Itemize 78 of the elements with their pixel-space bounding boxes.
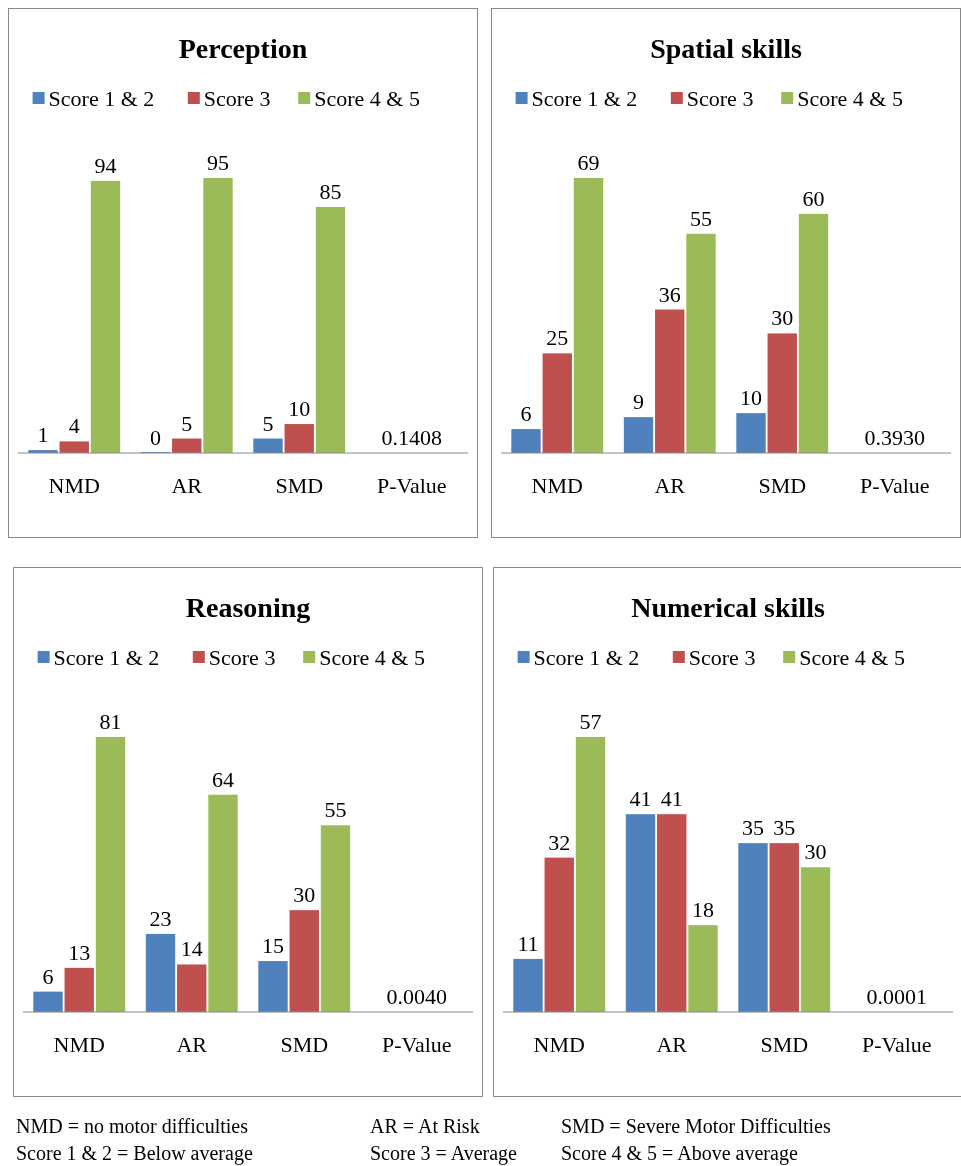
data-label: 41 — [629, 786, 652, 812]
x-tick-label: AR — [656, 1032, 688, 1057]
x-tick-label: SMD — [760, 1032, 809, 1057]
data-label: 30 — [293, 882, 316, 908]
data-label: 10 — [740, 385, 762, 411]
data-label: 60 — [802, 185, 825, 211]
x-tick-label: P-Value — [381, 1032, 452, 1057]
data-label: 32 — [548, 829, 571, 855]
x-tick-label: NMD — [533, 1032, 585, 1057]
data-label: 5 — [262, 410, 274, 436]
data-label: 10 — [288, 396, 311, 422]
legend-label: Score 4 & 5 — [314, 86, 420, 111]
data-label: 55 — [324, 797, 347, 823]
x-tick-label: P-Value — [859, 473, 930, 498]
data-label: 57 — [579, 709, 602, 734]
data-label: 23 — [149, 905, 172, 931]
annotation: 0.3930 — [864, 425, 925, 450]
legend-label: Score 1 & 2 — [531, 86, 638, 111]
chart-title: Perception — [178, 33, 308, 64]
text: Score 4 & 5 = Above average — [561, 1142, 798, 1165]
x-tick-label: NMD — [531, 473, 583, 498]
x-tick-label: NMD — [48, 473, 100, 498]
data-label: 4 — [68, 413, 80, 439]
data-label: 35 — [773, 815, 796, 841]
data-label: 30 — [804, 839, 827, 865]
annotation: 0.1408 — [381, 425, 442, 450]
data-label: 1 — [37, 422, 49, 448]
chart-title: Spatial skills — [650, 33, 802, 64]
data-label: 13 — [68, 939, 91, 965]
legend-label: Score 3 — [203, 86, 271, 111]
chart-title: Reasoning — [185, 592, 311, 623]
data-label: 41 — [660, 786, 683, 812]
x-tick-label: NMD — [53, 1032, 105, 1057]
legend-label: Score 1 & 2 — [48, 86, 155, 111]
data-label: 36 — [658, 281, 681, 307]
legend-label: Score 3 — [208, 645, 276, 670]
legend-label: Score 4 & 5 — [797, 86, 903, 111]
text: NMD = no motor difficulties — [16, 1115, 249, 1137]
x-tick-label: SMD — [758, 473, 807, 498]
annotation: 0.0001 — [866, 984, 927, 1009]
x-tick-label: AR — [176, 1032, 208, 1057]
data-label: 6 — [42, 963, 54, 989]
data-label: 94 — [94, 152, 117, 178]
x-tick-label: SMD — [275, 473, 324, 498]
data-label: 25 — [546, 325, 569, 351]
data-label: 15 — [262, 933, 284, 959]
data-label: 0 — [150, 425, 161, 450]
legend-label: Score 4 & 5 — [799, 645, 905, 670]
legend-label: Score 3 — [688, 645, 756, 670]
text: Score 3 = Average — [370, 1142, 518, 1165]
data-label: 5 — [181, 410, 193, 436]
legend-label: Score 1 & 2 — [533, 645, 640, 670]
data-label: 55 — [690, 205, 712, 231]
x-tick-label: P-Value — [376, 473, 447, 498]
data-label: 30 — [771, 305, 794, 331]
legend-label: Score 3 — [686, 86, 754, 111]
annotation: 0.0040 — [386, 984, 447, 1009]
x-tick-label: P-Value — [861, 1032, 932, 1057]
data-label: 85 — [319, 178, 342, 204]
data-label: 6 — [520, 401, 532, 427]
data-label: 9 — [633, 389, 644, 415]
text: Score 1 & 2 = Below average — [16, 1142, 253, 1165]
x-tick-label: AR — [171, 473, 203, 498]
data-label: 14 — [180, 936, 203, 962]
data-label: 11 — [517, 930, 539, 956]
text: SMD = Severe Motor Difficulties — [561, 1115, 831, 1137]
data-label: 35 — [742, 815, 764, 841]
data-label: 69 — [577, 150, 600, 175]
x-tick-label: SMD — [280, 1032, 329, 1057]
data-label: 18 — [692, 897, 714, 923]
legend-label: Score 4 & 5 — [319, 645, 425, 670]
data-label: 64 — [212, 766, 234, 792]
x-tick-label: AR — [654, 473, 686, 498]
chart-title: Numerical skills — [631, 592, 825, 623]
data-label: 95 — [207, 150, 229, 175]
legend-label: Score 1 & 2 — [53, 645, 160, 670]
text: AR = At Risk — [370, 1115, 480, 1137]
data-label: 81 — [99, 709, 122, 734]
